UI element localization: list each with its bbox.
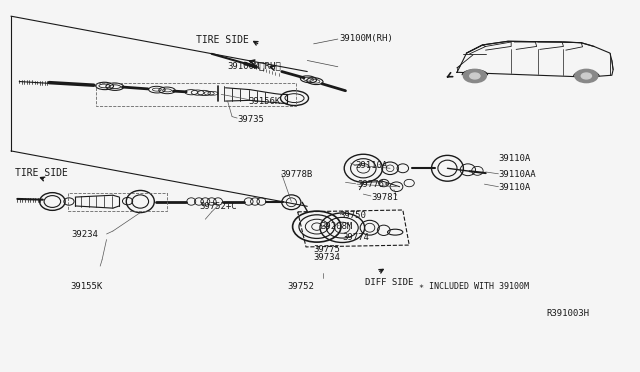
Text: 39110AA: 39110AA — [499, 170, 536, 179]
Circle shape — [575, 69, 598, 83]
Text: TIRE SIDE: TIRE SIDE — [196, 35, 248, 45]
Text: 39110A: 39110A — [499, 154, 531, 163]
Text: 39208M: 39208M — [320, 222, 352, 231]
Text: TIRE SIDE: TIRE SIDE — [15, 168, 68, 178]
Text: 39776∗: 39776∗ — [357, 180, 389, 189]
Text: 39156K: 39156K — [248, 97, 281, 106]
Text: 39750: 39750 — [339, 211, 366, 220]
Text: ∗ INCLUDED WITH 39100M: ∗ INCLUDED WITH 39100M — [419, 282, 529, 291]
Text: 39110A: 39110A — [355, 161, 387, 170]
Text: 39752+C: 39752+C — [199, 202, 237, 211]
Text: 39100M〈RH〉: 39100M〈RH〉 — [228, 61, 282, 71]
Text: 39781: 39781 — [371, 193, 398, 202]
Text: 39735: 39735 — [237, 115, 264, 124]
Circle shape — [463, 69, 486, 83]
Text: 39155K: 39155K — [70, 282, 102, 291]
Text: R391003H: R391003H — [546, 309, 589, 318]
Circle shape — [581, 73, 591, 79]
Text: 39774: 39774 — [342, 233, 369, 242]
Text: 39110A: 39110A — [499, 183, 531, 192]
Text: 39752: 39752 — [287, 282, 314, 291]
Text: 39100M(RH): 39100M(RH) — [339, 34, 393, 43]
Text: 39775: 39775 — [314, 245, 340, 254]
Circle shape — [470, 73, 480, 79]
Text: 39778B: 39778B — [280, 170, 313, 179]
Text: 39234: 39234 — [72, 230, 99, 239]
Text: DIFF SIDE: DIFF SIDE — [365, 278, 413, 287]
Text: 39734: 39734 — [314, 253, 340, 263]
